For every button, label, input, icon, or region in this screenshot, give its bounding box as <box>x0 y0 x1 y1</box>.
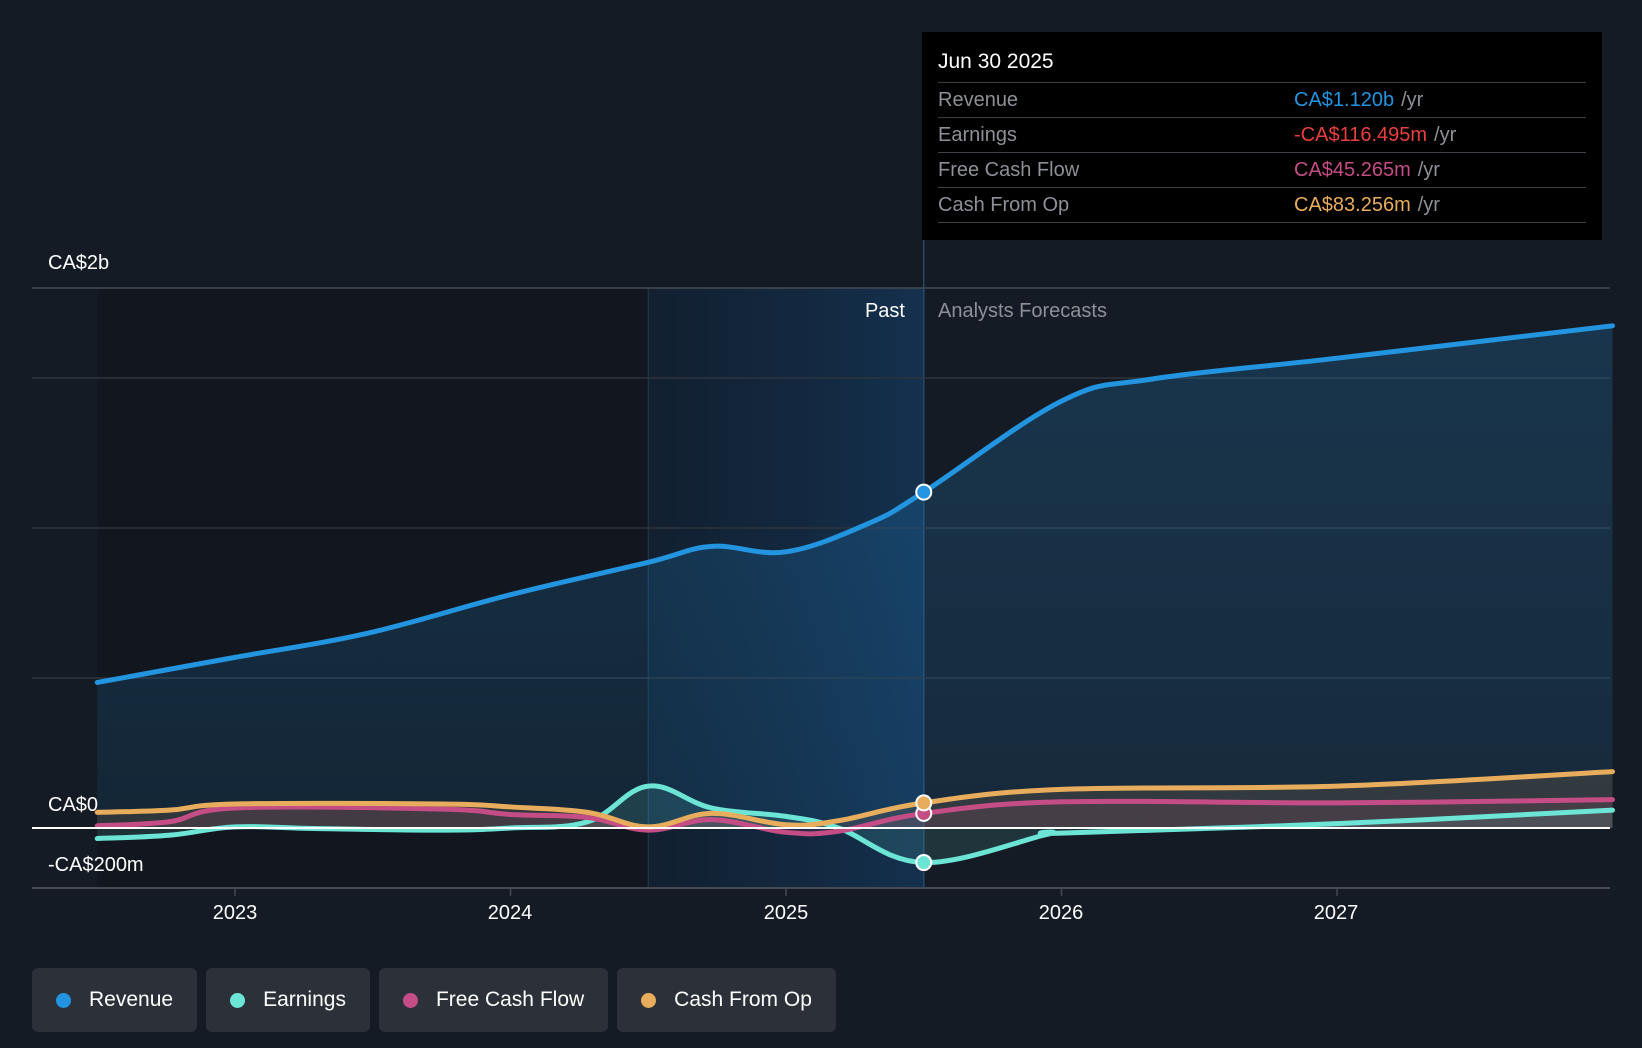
tooltip-value: CA$1.120b <box>1294 89 1395 111</box>
y-tick-label-top: CA$2b <box>48 252 110 274</box>
y-tick-label-bottom: -CA$200m <box>48 854 144 876</box>
data-point-marker <box>915 854 933 872</box>
series-area-cash-from-op <box>97 771 1613 828</box>
legend-item-revenue[interactable]: Revenue <box>32 968 198 1032</box>
x-tick-label: 2025 <box>763 902 809 924</box>
tooltip-row-revenue: Revenue CA$1.120b /yr <box>938 82 1586 117</box>
legend-label: Earnings <box>263 988 346 1011</box>
series-line-revenue <box>94 323 1615 685</box>
series-line-cash-from-op <box>94 769 1615 830</box>
tooltip-label: Cash From Op <box>938 194 1070 216</box>
tooltip-row-earnings: Earnings -CA$116.495m /yr <box>938 117 1586 152</box>
tooltip-row-cash-from-op: Cash From Op CA$83.256m /yr <box>938 187 1586 223</box>
legend-label: Free Cash Flow <box>435 988 585 1011</box>
past-label: Past <box>864 300 905 322</box>
legend-item-free-cash-flow[interactable]: Free Cash Flow <box>378 968 609 1032</box>
legend: Revenue Earnings Free Cash Flow Cash Fro… <box>32 968 836 1032</box>
tooltip: Jun 30 2025 Revenue CA$1.120b /yr Earnin… <box>922 32 1602 240</box>
tooltip-unit: /yr <box>1401 89 1424 111</box>
tooltip-unit: /yr <box>1417 159 1440 181</box>
tooltip-unit: /yr <box>1434 124 1457 146</box>
series-area-revenue <box>97 325 1613 828</box>
data-point-marker <box>915 483 933 501</box>
tooltip-row-free-cash-flow: Free Cash Flow CA$45.265m /yr <box>938 152 1586 187</box>
tooltip-value: -CA$116.495m <box>1294 124 1428 146</box>
data-point-marker <box>915 794 933 812</box>
tooltip-date: Jun 30 2025 <box>938 50 1054 73</box>
tooltip-label: Free Cash Flow <box>938 159 1080 181</box>
legend-dot-icon <box>230 992 246 1008</box>
legend-dot-icon <box>402 992 418 1008</box>
legend-label: Cash From Op <box>674 988 812 1011</box>
series-line-free-cash-flow <box>94 797 1615 837</box>
legend-label: Revenue <box>89 988 174 1011</box>
tooltip-label: Revenue <box>938 89 1019 111</box>
x-tick-label: 2024 <box>487 902 533 924</box>
tooltip-value: CA$83.256m <box>1294 194 1411 216</box>
legend-dot-icon <box>56 992 71 1008</box>
tooltip-label: Earnings <box>938 124 1017 146</box>
x-tick-label: 2023 <box>212 902 258 924</box>
legend-item-earnings[interactable]: Earnings <box>206 968 370 1032</box>
y-tick-label-zero: CA$0 <box>48 794 99 816</box>
tooltip-unit: /yr <box>1417 194 1440 216</box>
legend-item-cash-from-op[interactable]: Cash From Op <box>617 968 836 1032</box>
forecast-label: Analysts Forecasts <box>938 300 1107 322</box>
tooltip-value: CA$45.265m <box>1294 159 1411 181</box>
x-tick-label: 2026 <box>1038 902 1084 924</box>
legend-dot-icon <box>641 992 657 1008</box>
x-tick-label: 2027 <box>1313 902 1359 924</box>
